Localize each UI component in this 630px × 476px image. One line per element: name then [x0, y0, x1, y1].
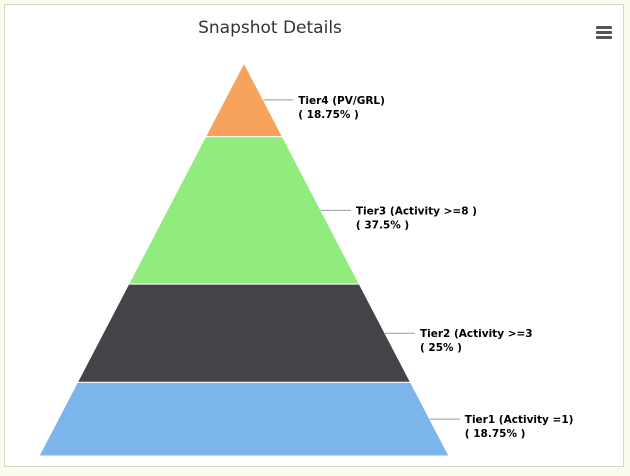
- hamburger-menu-icon[interactable]: [591, 22, 617, 44]
- menu-bar: [596, 36, 612, 39]
- chart-title: Snapshot Details: [198, 18, 342, 38]
- segment-percent-label: ( 25% ): [420, 342, 462, 354]
- segment-label: Tier3 (Activity >=8 ): [356, 205, 477, 217]
- pyramid-segment-tier2[interactable]: [76, 283, 412, 383]
- segment-label: Tier1 (Activity =1): [465, 414, 574, 426]
- segment-percent-label: ( 18.75% ): [298, 109, 359, 121]
- menu-bar: [596, 26, 612, 29]
- segment-label: Tier2 (Activity >=3: [420, 328, 533, 340]
- pyramid-segment-tier1[interactable]: [38, 381, 450, 457]
- segment-percent-label: ( 18.75% ): [465, 428, 526, 440]
- segment-label: Tier4 (PV/GRL): [298, 95, 385, 107]
- segment-percent-label: ( 37.5% ): [356, 219, 409, 231]
- menu-bar: [596, 31, 612, 34]
